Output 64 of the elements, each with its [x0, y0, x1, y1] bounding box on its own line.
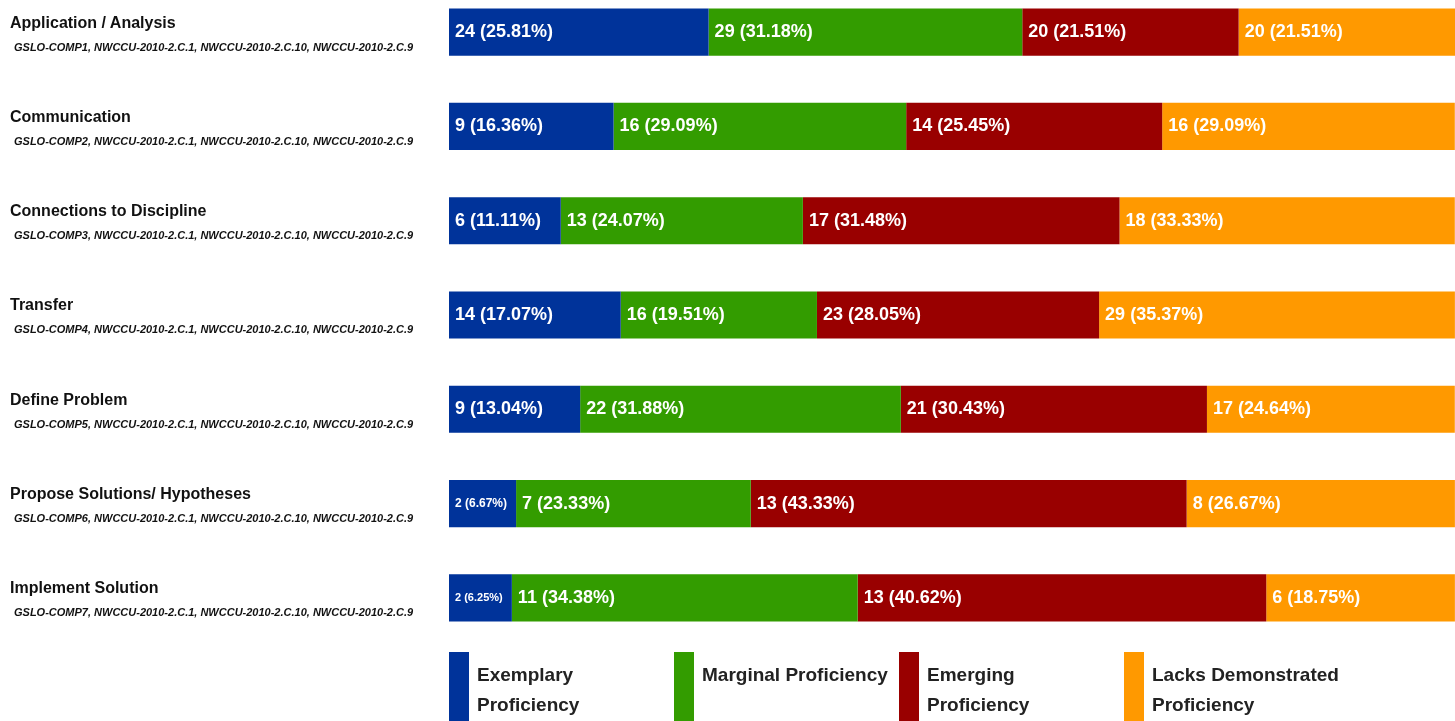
- text: Lacks Demonstrated Proficiency: [1152, 663, 1340, 717]
- y-tick-label: Application / Analysis GSLO-COMP1, NWCCU-2010-2.C.1, NWCCU-2010-2.C.10, NWCCU-2010-2.C.9: [10, 13, 415, 53]
- bar: [449, 8, 709, 56]
- y-tick-label: Implement Solution GSLO-COMP7, NWCCU-2010-2.C.1, NWCCU-2010-2.C.10, NWCCU-2010-2.C.9: [10, 579, 415, 619]
- data-label: 20 (21.51%): [1028, 21, 1127, 42]
- data-label: 18 (33.33%): [1125, 209, 1224, 230]
- bar: [580, 385, 901, 433]
- y-tick-label: Propose Solutions/ Hypotheses GSLO-COMP6, NWCCU-2010-2.C.1, NWCCU-2010-2.C.10, NWCCU-2010-2.C.9: [10, 485, 415, 524]
- data-label: 11 (34.38%): [517, 586, 615, 607]
- bar: [516, 480, 751, 528]
- text: Marginal Proficiency: [702, 663, 889, 687]
- data-label: 29 (35.37%): [1105, 303, 1204, 324]
- data-label: 8 (26.67%): [1192, 492, 1281, 513]
- bar: [1162, 102, 1455, 150]
- bar: [802, 197, 1120, 245]
- data-label: 22 (31.88%): [586, 398, 685, 419]
- data-label: 13 (24.07%): [566, 209, 665, 230]
- data-label: 20 (21.51%): [1244, 21, 1343, 42]
- data-label: 23 (28.05%): [822, 303, 922, 324]
- bar: [750, 480, 1187, 528]
- data-label: 16 (29.09%): [1168, 115, 1267, 136]
- data-label: 16 (19.51%): [626, 303, 725, 324]
- y-tick-label: Transfer GSLO-COMP4, NWCCU-2010-2.C.1, NWCCU-2010-2.C.10, NWCCU-2010-2.C.9: [10, 296, 415, 336]
- data-label: 9 (13.04%): [455, 398, 544, 419]
- bar: [1266, 574, 1455, 622]
- bar: [900, 385, 1207, 433]
- bar: [620, 291, 817, 339]
- data-label: 14 (17.07%): [455, 303, 554, 324]
- data-label: 17 (31.48%): [808, 209, 907, 230]
- bar: [906, 102, 1163, 150]
- y-tick-label: Define Problem GSLO-COMP5, NWCCU-2010-2.C.1, NWCCU-2010-2.C.10, NWCCU-2010-2.C.9: [10, 390, 415, 430]
- data-label: 17 (24.64%): [1212, 398, 1312, 419]
- data-label: 2 (6.25%): [455, 590, 504, 603]
- bar: [449, 291, 621, 339]
- bar: [1119, 197, 1455, 245]
- data-label: 2 (6.67%): [455, 495, 508, 510]
- bar: [1238, 8, 1455, 56]
- data-label: 29 (31.18%): [714, 21, 813, 42]
- y-tick-label: Communication GSLO-COMP2, NWCCU-2010-2.C.1, NWCCU-2010-2.C.10, NWCCU-2010-2.C.9: [10, 107, 415, 147]
- data-label: 21 (30.43%): [906, 398, 1005, 419]
- bar: [1186, 480, 1455, 528]
- bar: [1206, 385, 1455, 433]
- data-label: 16 (29.09%): [619, 115, 718, 136]
- data-label: 14 (25.45%): [912, 115, 1011, 136]
- bar: [1099, 291, 1455, 339]
- text: Exemplary Proficiency: [477, 663, 581, 717]
- data-label: 24 (25.81%): [455, 21, 554, 42]
- y-tick-label: Connections to Discipline GSLO-COMP3, NWCCU-2010-2.C.1, NWCCU-2010-2.C.10, NWCCU-2010-2.C.9: [10, 202, 415, 242]
- bar: [857, 574, 1267, 622]
- data-label: 6 (11.11%): [455, 209, 542, 230]
- bar: [449, 574, 512, 622]
- bar: [613, 102, 907, 150]
- data-label: 13 (40.62%): [863, 586, 962, 607]
- data-label: 6 (18.75%): [1272, 586, 1361, 607]
- bar: [708, 8, 1023, 56]
- bar: [816, 291, 1100, 339]
- bar: [560, 197, 803, 245]
- bar: [449, 102, 614, 150]
- bar: [511, 574, 858, 622]
- data-label: 13 (43.33%): [756, 492, 855, 513]
- text: Emerging Proficiency: [927, 663, 1031, 717]
- bar: [1022, 8, 1239, 56]
- data-label: 7 (23.33%): [522, 492, 611, 513]
- data-label: 9 (16.36%): [455, 115, 544, 136]
